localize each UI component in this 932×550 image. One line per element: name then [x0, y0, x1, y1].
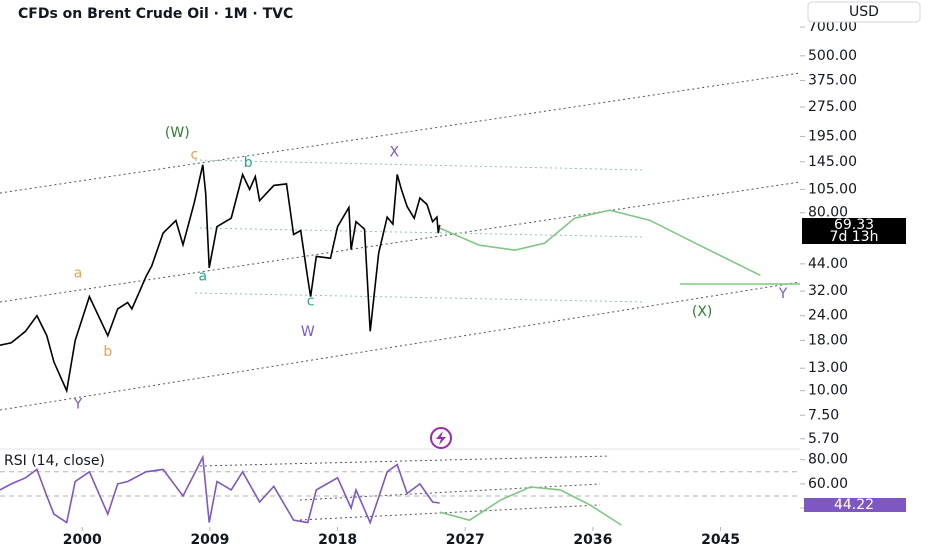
drawings: [0, 72, 801, 521]
x-tick-label: 2009: [190, 532, 229, 548]
rsi-channel-line: [299, 483, 601, 501]
wave-label: b: [103, 344, 112, 360]
rsi-pane: RSI (14, close): [0, 453, 800, 526]
lightning-glyph: [436, 431, 446, 445]
rsi-channel-line: [299, 504, 601, 521]
y-tick-label: 375.00: [808, 72, 857, 88]
wave-label: a: [74, 265, 83, 281]
series-line: [439, 209, 761, 277]
y-tick-label: 145.00: [808, 154, 857, 170]
currency: USD: [849, 4, 879, 20]
y-tick-label: 80.00: [808, 205, 848, 221]
wave-label: Y: [73, 397, 83, 413]
y-tick-label: 60.00: [808, 476, 848, 492]
y-tick-label: 5.70: [808, 431, 839, 447]
axis-panel: [800, 0, 932, 550]
y-tick-label: 32.00: [808, 283, 848, 299]
x-tick-label: 2027: [446, 532, 485, 548]
series-line: [439, 486, 622, 526]
y-tick-label: 80.00: [808, 452, 848, 468]
countdown: 7d 13h: [830, 229, 879, 245]
wave-label: (X): [692, 304, 713, 320]
y-tick-label: 18.00: [808, 332, 848, 348]
series-line: [0, 164, 441, 394]
y-tick-label: 10.00: [808, 383, 848, 399]
series-line: [0, 454, 440, 525]
wave-label: c: [190, 147, 198, 163]
wave-label: X: [390, 144, 400, 160]
currency-box[interactable]: [807, 1, 921, 23]
x-tick-label: 2018: [318, 532, 357, 548]
last-price-box: [802, 218, 906, 244]
wave-label: b: [244, 155, 253, 171]
rsi-last-value: 44.22: [834, 497, 874, 513]
wave-label: c: [307, 293, 315, 309]
y-tick-label: 44.00: [808, 256, 848, 272]
y-tick-label: 13.00: [808, 360, 848, 376]
price-axis: 5.70 7.50 10.00 13.00 18.00 24.00 32.00 44.00 80…: [800, 19, 857, 516]
guide-line: [199, 227, 646, 238]
guide-line: [194, 292, 646, 303]
y-tick-label: 195.00: [808, 128, 857, 144]
rsi-value-box: [804, 498, 906, 512]
y-tick-label: 7.50: [808, 407, 839, 423]
x-tick-label: 2000: [63, 532, 102, 548]
chart-title: CFDs on Brent Crude Oil · 1M · TVC: [18, 6, 293, 22]
y-tick-label: 500.00: [808, 48, 857, 64]
wave-label: W: [301, 324, 315, 340]
y-tick-label: 275.00: [808, 99, 857, 115]
x-tick-label: 2045: [701, 532, 740, 548]
y-tick-label: 24.00: [808, 308, 848, 324]
channel-line: [0, 72, 801, 194]
y-tick-label: 700.00: [808, 19, 857, 35]
pane-title: RSI (14, close): [4, 453, 105, 469]
last-price: 69.33: [834, 217, 874, 233]
channel-line: [0, 281, 801, 411]
x-tick-label: 2036: [573, 532, 612, 548]
rsi-channel-line: [199, 455, 611, 467]
y-tick-label: 105.00: [808, 181, 857, 197]
wave-label: Y: [778, 286, 788, 302]
wave-label: a: [199, 268, 208, 284]
wave-label: (W): [165, 125, 190, 141]
guide-line: [194, 159, 646, 171]
